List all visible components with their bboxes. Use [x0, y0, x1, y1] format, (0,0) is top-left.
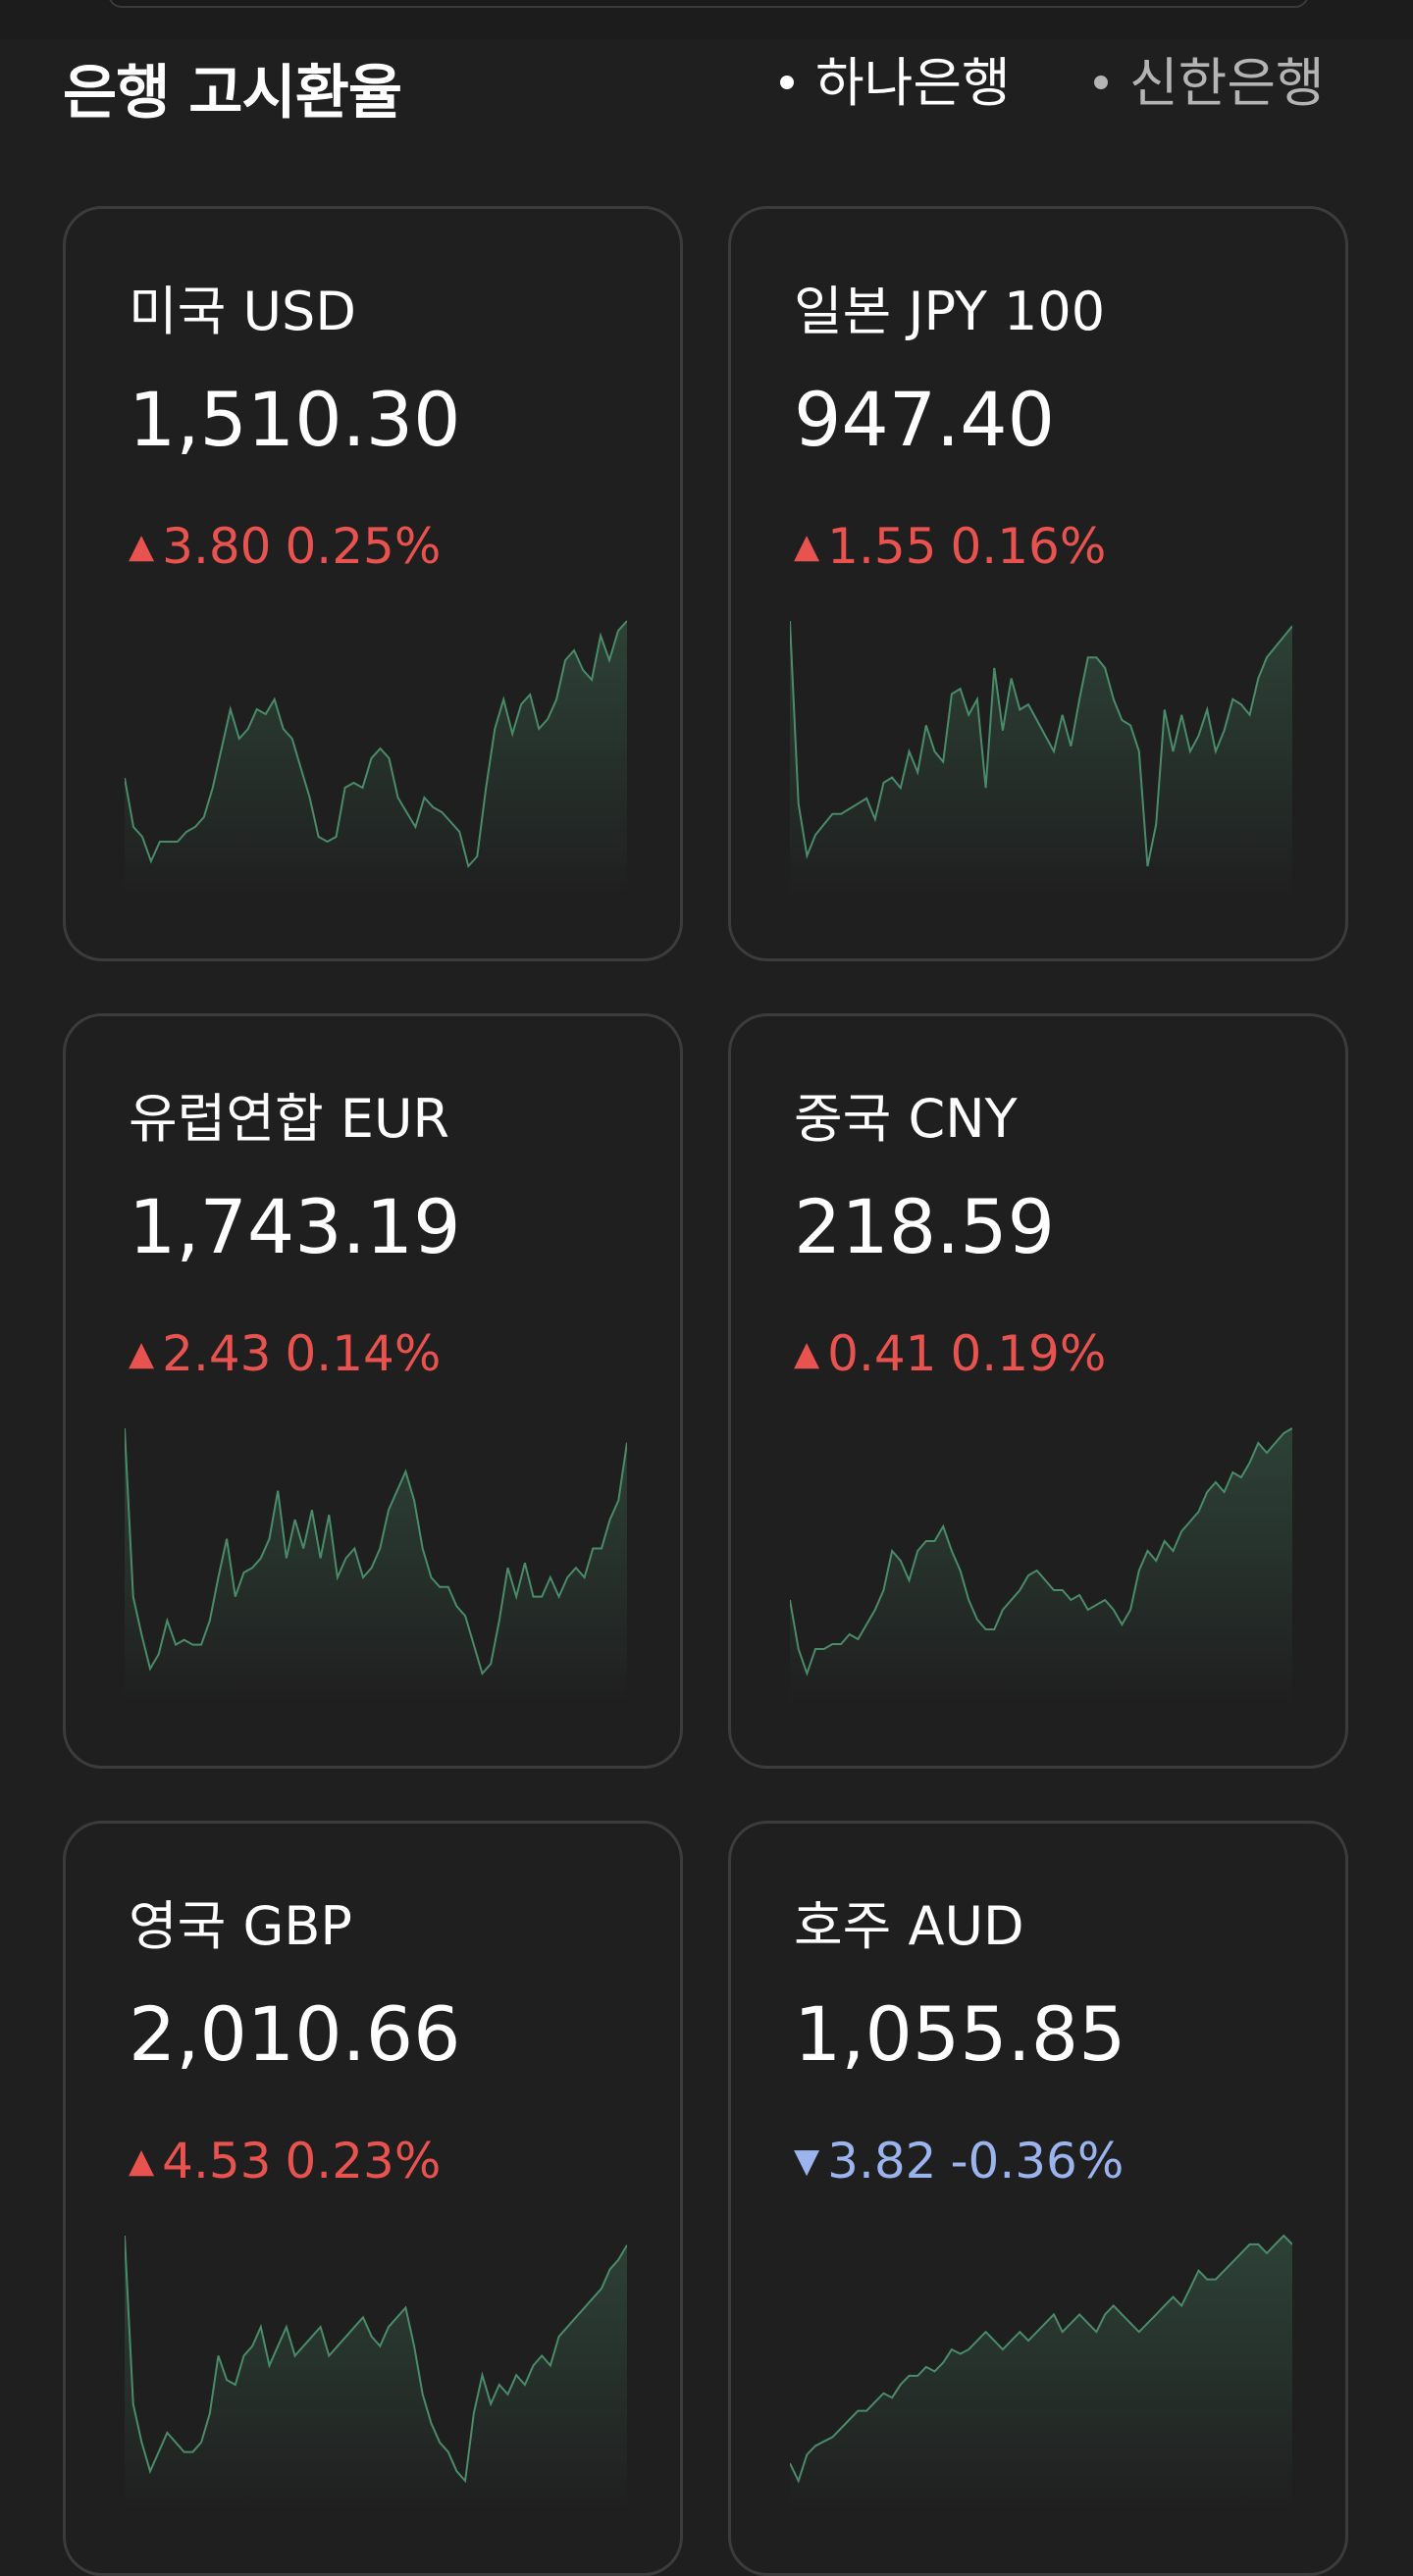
sparkline-area: [125, 2236, 627, 2510]
rate-change: ▲ 4.53 0.23%: [129, 2133, 441, 2190]
sparkline-chart: [125, 2235, 627, 2510]
triangle-up-icon: ▲: [794, 527, 820, 566]
currency-card-jpy[interactable]: 일본 JPY 100 947.40 ▲ 1.55 0.16%: [728, 206, 1348, 961]
exchange-rate: 218.59: [794, 1183, 1055, 1270]
currency-name: 중국 CNY: [794, 1088, 1018, 1150]
exchange-rate: 1,510.30: [129, 376, 461, 463]
sparkline-chart: [790, 620, 1292, 896]
currency-card-gbp[interactable]: 영국 GBP 2,010.66 ▲ 4.53 0.23%: [63, 1821, 683, 2576]
currency-name: 미국 USD: [129, 281, 356, 342]
change-percent: 0.16%: [950, 518, 1107, 575]
change-percent: 0.25%: [285, 518, 442, 575]
currency-name: 일본 JPY 100: [794, 281, 1106, 342]
tab-hana-bank[interactable]: 하나은행: [780, 39, 1011, 128]
change-percent: 0.19%: [950, 1325, 1107, 1382]
currency-name: 영국 GBP: [129, 1895, 352, 1957]
sparkline-line: [125, 620, 627, 869]
sparkline-line: [790, 620, 1292, 867]
rate-change: ▲ 2.43 0.14%: [129, 1325, 441, 1382]
currency-card-eur[interactable]: 유럽연합 EUR 1,743.19 ▲ 2.43 0.14%: [63, 1013, 683, 1769]
currency-card-aud[interactable]: 호주 AUD 1,055.85 ▼ 3.82 -0.36%: [728, 1821, 1348, 2576]
change-percent: 0.23%: [285, 2133, 442, 2190]
exchange-rate: 2,010.66: [129, 1990, 461, 2078]
tab-shinhan-bank[interactable]: 신한은행: [1094, 39, 1325, 128]
change-percent: -0.36%: [950, 2133, 1125, 2190]
sparkline-line: [125, 1427, 627, 1676]
change-percent: 0.14%: [285, 1325, 442, 1382]
rate-change: ▲ 1.55 0.16%: [794, 518, 1106, 575]
triangle-up-icon: ▲: [129, 2141, 155, 2181]
inactive-dot-icon: [1094, 76, 1108, 90]
section-header: 은행 고시환율 하나은행 신한은행: [0, 39, 1413, 147]
change-amount: 4.53: [162, 2133, 272, 2190]
section-title: 은행 고시환율: [63, 59, 402, 128]
rate-change: ▲ 3.80 0.25%: [129, 518, 441, 575]
exchange-rate: 1,055.85: [794, 1990, 1126, 2078]
rate-change: ▼ 3.82 -0.36%: [794, 2133, 1124, 2190]
currency-name: 유럽연합 EUR: [129, 1088, 450, 1150]
change-amount: 1.55: [827, 518, 937, 575]
change-amount: 0.41: [827, 1325, 937, 1382]
sparkline-area: [790, 1428, 1292, 1703]
currency-card-usd[interactable]: 미국 USD 1,510.30 ▲ 3.80 0.25%: [63, 206, 683, 961]
active-dot-icon: [780, 76, 794, 90]
sparkline-chart: [790, 1427, 1292, 1703]
rate-change: ▲ 0.41 0.19%: [794, 1325, 1106, 1382]
triangle-up-icon: ▲: [129, 527, 155, 566]
sparkline-area: [790, 621, 1292, 896]
currency-name: 호주 AUD: [794, 1895, 1024, 1957]
tab-hana-bank-label: 하나은행: [815, 52, 1011, 114]
sparkline-line: [790, 2234, 1292, 2484]
sparkline-chart: [125, 620, 627, 896]
currency-card-cny[interactable]: 중국 CNY 218.59 ▲ 0.41 0.19%: [728, 1013, 1348, 1769]
triangle-up-icon: ▲: [794, 1334, 820, 1373]
sparkline-area: [125, 1428, 627, 1703]
exchange-rate: 1,743.19: [129, 1183, 461, 1270]
sparkline-chart: [790, 2234, 1292, 2510]
change-amount: 3.80: [162, 518, 272, 575]
sparkline-line: [790, 1427, 1292, 1677]
triangle-up-icon: ▲: [129, 1334, 155, 1373]
triangle-down-icon: ▼: [794, 2141, 820, 2181]
change-amount: 3.82: [827, 2133, 937, 2190]
search-bar-edge[interactable]: [108, 0, 1309, 8]
tab-shinhan-bank-label: 신한은행: [1129, 52, 1325, 114]
change-amount: 2.43: [162, 1325, 272, 1382]
exchange-rate: 947.40: [794, 376, 1055, 463]
sparkline-chart: [125, 1427, 627, 1703]
sparkline-area: [125, 621, 627, 896]
